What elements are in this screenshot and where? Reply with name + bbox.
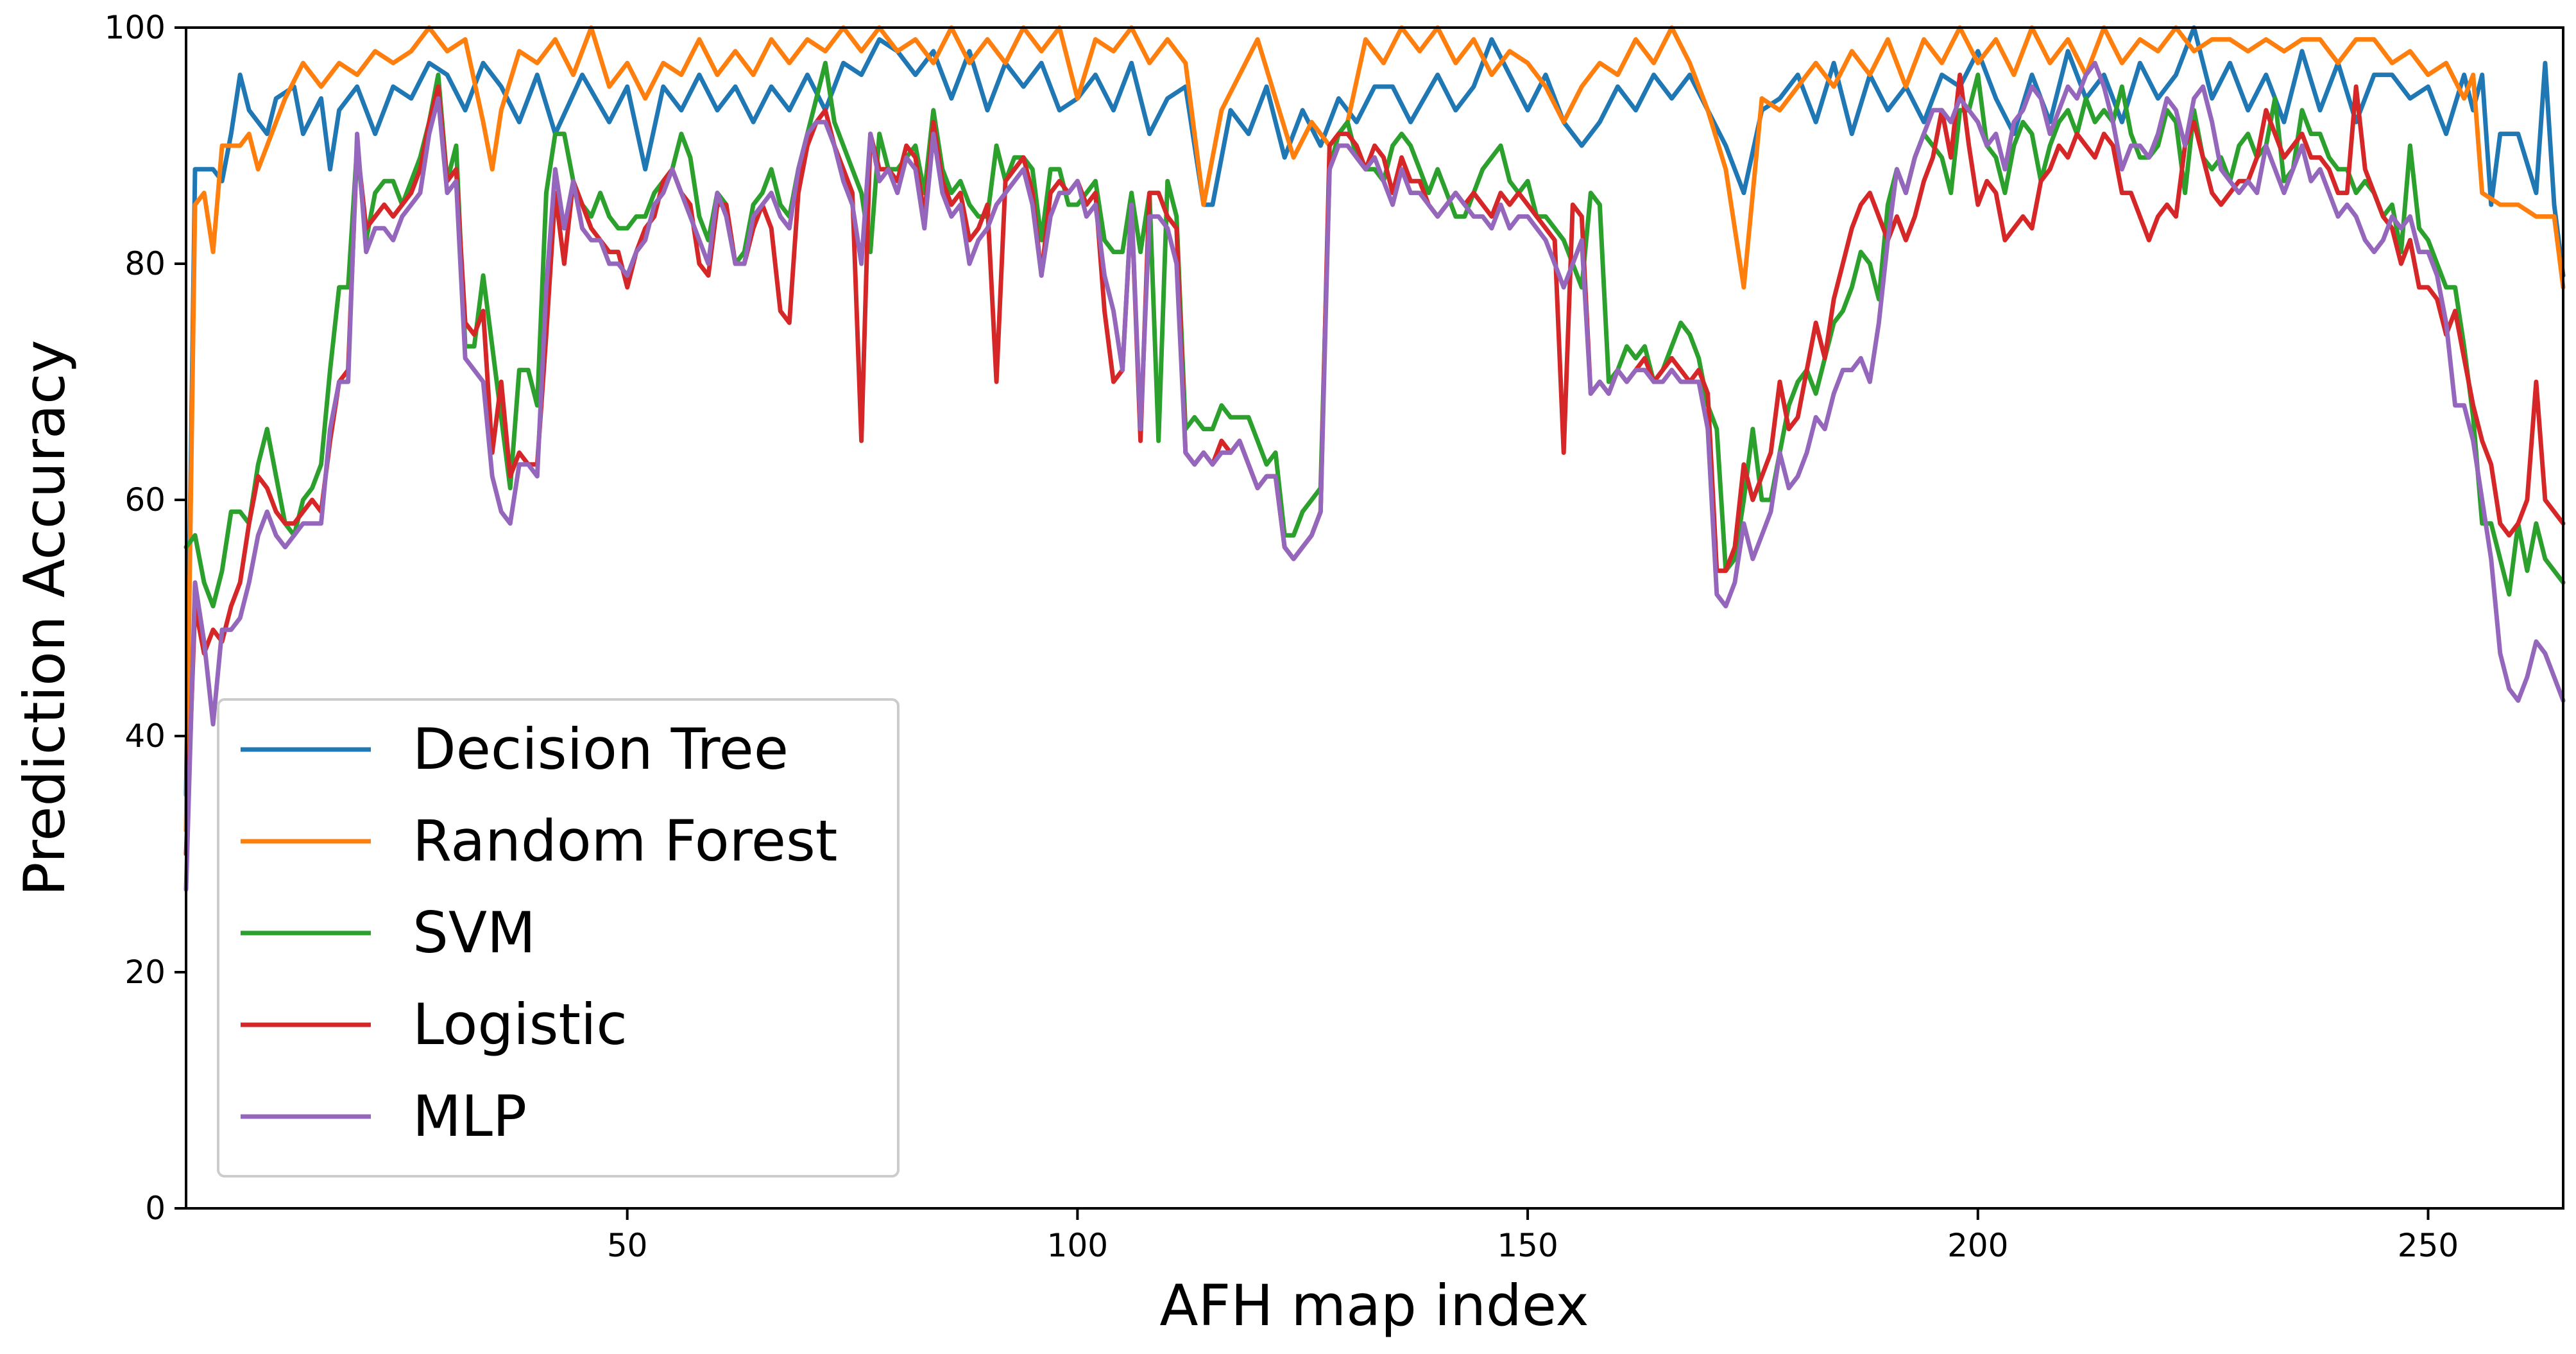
y-tick-label: 80	[124, 245, 166, 282]
y-tick-label: 0	[145, 1190, 166, 1227]
legend-box	[217, 698, 900, 1178]
legend-label: SVM	[413, 900, 536, 966]
x-tick-label: 50	[607, 1227, 648, 1264]
legend-label: Random Forest	[413, 808, 837, 874]
axis-ticks: 50 100 150 200 250 0 20 40 60 80 100	[105, 9, 2459, 1264]
series-line-logistic	[183, 73, 2566, 857]
y-tick-label: 20	[124, 954, 166, 991]
series-line-mlp	[183, 60, 2566, 892]
x-tick-label: 150	[1497, 1227, 1558, 1264]
legend-label: MLP	[413, 1083, 527, 1149]
series-line-decision-tree	[183, 25, 2566, 798]
x-tick-label: 100	[1047, 1227, 1108, 1264]
x-tick-label: 250	[2398, 1227, 2459, 1264]
plot-area-frame	[185, 26, 2564, 1210]
series-lines	[183, 25, 2566, 892]
y-axis-label: Prediction Accuracy	[12, 340, 78, 896]
x-axis-label: AFH map index	[1159, 1273, 1589, 1339]
legend-label: Decision Tree	[413, 716, 789, 782]
y-tick-label: 40	[124, 717, 166, 755]
legend: Decision Tree Random Forest SVM Logistic MLP	[217, 698, 900, 1178]
x-tick-label: 200	[1947, 1227, 2008, 1264]
legend-label: Logistic	[413, 991, 627, 1058]
y-tick-label: 60	[124, 481, 166, 518]
y-tick-label: 100	[105, 9, 166, 46]
